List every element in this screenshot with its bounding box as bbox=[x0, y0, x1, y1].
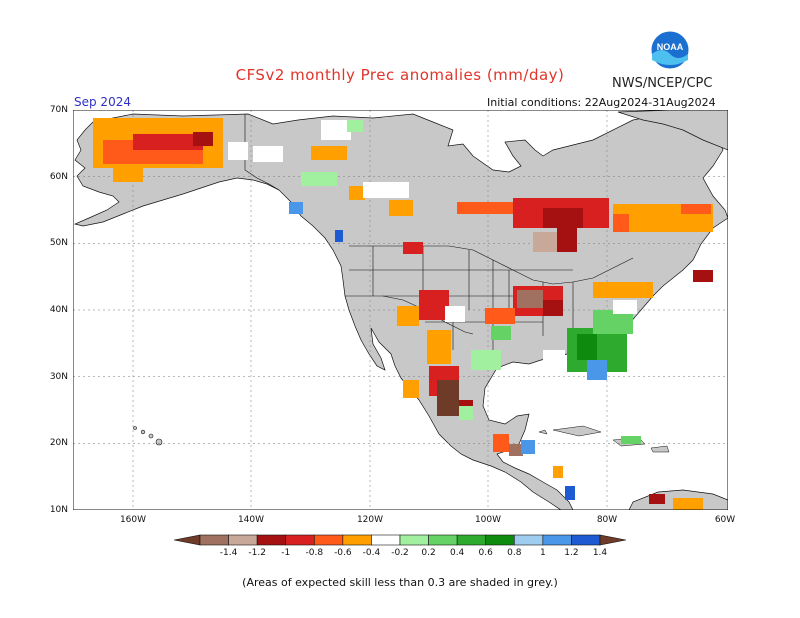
colorbar-swatch bbox=[256, 534, 287, 546]
skill-footnote: (Areas of expected skill less than 0.3 a… bbox=[242, 576, 558, 589]
colorbar-tick-label: 1.4 bbox=[592, 548, 608, 558]
colorbar-max-arrow bbox=[599, 534, 627, 546]
colorbar-swatch bbox=[571, 534, 601, 546]
anomaly-patch-hudson-bay-dry bbox=[457, 198, 713, 282]
lon-label-100w: 100W bbox=[474, 515, 502, 525]
colorbar-swatch bbox=[313, 534, 344, 546]
caribbean-islands bbox=[538, 425, 670, 453]
logo-text: NOAA bbox=[657, 42, 684, 52]
period-label: Sep 2024 bbox=[74, 95, 131, 109]
colorbar-swatch bbox=[399, 534, 429, 546]
colorbar-tick-label: -1.4 bbox=[219, 548, 238, 558]
lat-label-10n: 10N bbox=[49, 505, 68, 515]
colorbar-swatch bbox=[371, 534, 401, 546]
lat-label-50n: 50N bbox=[49, 238, 68, 248]
colorbar-swatch bbox=[428, 534, 458, 546]
anomaly-patch-southeast-wet bbox=[459, 300, 637, 420]
anomaly-patch-central-america bbox=[493, 434, 703, 510]
colorbar-swatch bbox=[199, 534, 229, 546]
colorbar-tick-label: 0.4 bbox=[449, 548, 465, 558]
colorbar-tick-label: -0.4 bbox=[362, 548, 381, 558]
lon-label-80w: 80W bbox=[596, 515, 618, 525]
lat-label-20n: 20N bbox=[49, 438, 68, 448]
noaa-logo: NOAA bbox=[650, 30, 690, 70]
colorbar bbox=[173, 534, 627, 546]
lon-label-140w: 140W bbox=[237, 515, 265, 525]
colorbar-tick-label: 0.8 bbox=[507, 548, 522, 558]
anomaly-patch-southwest-dry bbox=[397, 290, 473, 416]
lat-label-70n: 70N bbox=[49, 105, 68, 115]
lat-label-40n: 40N bbox=[49, 305, 68, 315]
colorbar-tick-label: 0.6 bbox=[478, 548, 493, 558]
colorbar-tick-label: 1 bbox=[539, 548, 546, 558]
lon-label-160w: 160W bbox=[119, 515, 147, 525]
lon-label-60w: 60W bbox=[714, 515, 736, 525]
colorbar-tick-label: 1.2 bbox=[564, 548, 579, 558]
colorbar-swatch bbox=[228, 534, 258, 546]
colorbar-tick-label: -1.2 bbox=[248, 548, 266, 558]
colorbar-tick-label: -0.6 bbox=[334, 548, 352, 558]
colorbar-min-arrow bbox=[173, 534, 201, 546]
anomaly-patch-canada-west bbox=[289, 120, 413, 242]
colorbar-swatch bbox=[285, 534, 315, 546]
anomaly-patch-midwest-dry bbox=[403, 242, 653, 324]
colorbar-swatch bbox=[456, 534, 487, 546]
lon-label-120w: 120W bbox=[356, 515, 384, 525]
chart-title: CFSv2 monthly Prec anomalies (mm/day) bbox=[235, 66, 565, 84]
anomaly-map bbox=[73, 110, 728, 510]
greenland-landmass bbox=[617, 110, 728, 151]
political-boundaries bbox=[244, 114, 634, 350]
hawaii-islands bbox=[133, 426, 163, 446]
agency-label: NWS/NCEP/CPC bbox=[612, 76, 713, 91]
anomaly-patch-alaska-dry bbox=[93, 118, 283, 182]
colorbar-swatch bbox=[542, 534, 572, 546]
colorbar-tick-label: -1 bbox=[281, 548, 291, 558]
colorbar-swatch bbox=[513, 534, 544, 546]
lat-label-30n: 30N bbox=[49, 372, 68, 382]
initial-conditions-label: Initial conditions: 22Aug2024-31Aug2024 bbox=[487, 96, 716, 109]
colorbar-tick-label: -0.8 bbox=[305, 548, 324, 558]
lat-label-60n: 60N bbox=[49, 172, 68, 182]
colorbar-swatch bbox=[342, 534, 372, 546]
colorbar-tick-label: -0.2 bbox=[391, 548, 409, 558]
colorbar-tick-label: 0.2 bbox=[421, 548, 436, 558]
colorbar-swatch bbox=[485, 534, 515, 546]
